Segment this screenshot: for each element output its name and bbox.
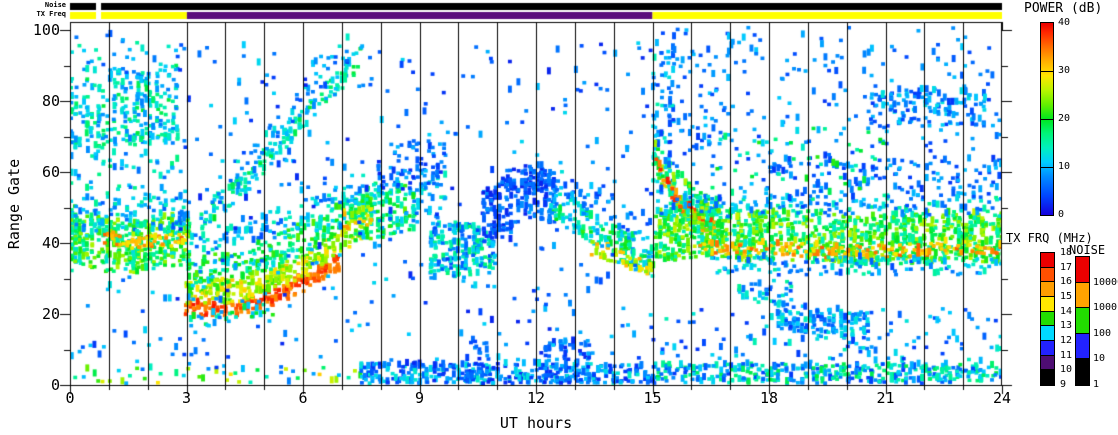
noise-colorbar (1075, 256, 1090, 386)
noise-bar-segment (1076, 282, 1089, 309)
noise-bar-segment (1076, 257, 1089, 283)
txfrq-tick-label: 16 (1060, 276, 1073, 288)
txfrq-colorbar (1040, 252, 1055, 386)
noise-tick-label: 1 (1093, 379, 1100, 390)
txfrq-tick-label: 12 (1060, 335, 1073, 346)
txfrq-tick-label: 13 (1060, 320, 1073, 332)
noise-bar-segment (1076, 308, 1089, 334)
txfrq-bar-segment (1041, 253, 1054, 268)
txfrq-bar-segment (1041, 355, 1054, 371)
x-tick-label: 12 (526, 389, 546, 407)
y-tick-label: 60 (41, 163, 60, 181)
noise-tick-label: 1000 (1093, 302, 1118, 314)
txfrq-tick-label: 9 (1060, 379, 1067, 390)
txfrq-tick-label: 14 (1060, 305, 1073, 317)
power-bar-divider (1041, 118, 1053, 120)
txfrq-tick-label: 18 (1060, 247, 1073, 258)
power-colorbar-title: POWER (dB) (1024, 1, 1103, 16)
power-colorbar (1040, 22, 1054, 216)
x-tick-label: 18 (759, 389, 779, 407)
txfrq-colorbar-title: TX FRQ (MHz) (1006, 231, 1093, 245)
txfrq-tick-label: 10 (1060, 364, 1073, 376)
noise-tick-label: 10 (1093, 353, 1106, 365)
power-tick-label: 40 (1058, 17, 1071, 28)
noise-tick-label: 10000 (1093, 276, 1118, 288)
power-tick-label: 10 (1058, 161, 1071, 172)
y-tick-label: 0 (50, 376, 60, 394)
noise-bar-segment (1076, 359, 1089, 385)
txfrq-bar-segment (1041, 267, 1054, 283)
txfrq-bar-segment (1041, 297, 1054, 312)
y-tick-label: 20 (41, 305, 60, 323)
power-bar-divider (1041, 166, 1053, 168)
txfrq-bar-segment (1041, 370, 1054, 385)
x-tick-label: 3 (181, 389, 192, 407)
x-axis-title: UT hours (499, 414, 573, 432)
x-tick-label: 24 (992, 389, 1012, 407)
noise-tick-label: 100 (1093, 327, 1112, 339)
txfrq-tick-label: 15 (1060, 291, 1073, 302)
txfrq-bar-segment (1041, 326, 1054, 341)
txfrq-bar-segment (1041, 341, 1054, 356)
x-tick-label: 9 (414, 389, 425, 407)
x-tick-label: 21 (876, 389, 895, 407)
y-tick-label: 40 (41, 234, 60, 252)
txfrq-tick-label: 17 (1060, 261, 1073, 273)
x-tick-label: 6 (298, 389, 308, 407)
txfrq-bar-segment (1041, 282, 1054, 297)
noise-strip-label: Noise (44, 1, 66, 9)
y-tick-label: 80 (41, 92, 60, 110)
power-bar-divider (1041, 70, 1053, 72)
txfreq-strip-label: TX Freq (36, 10, 66, 18)
power-tick-label: 20 (1058, 113, 1071, 124)
txfrq-bar-segment (1041, 311, 1054, 327)
txfrq-tick-label: 11 (1060, 349, 1073, 361)
y-tick-label: 100 (32, 21, 60, 39)
x-tick-label: 0 (65, 389, 75, 407)
noise-bar-segment (1076, 333, 1089, 360)
power-tick-label: 30 (1058, 65, 1071, 76)
power-tick-label: 0 (1058, 209, 1065, 220)
noise-colorbar-title: NOISE (1069, 243, 1106, 257)
x-tick-label: 15 (643, 389, 662, 407)
